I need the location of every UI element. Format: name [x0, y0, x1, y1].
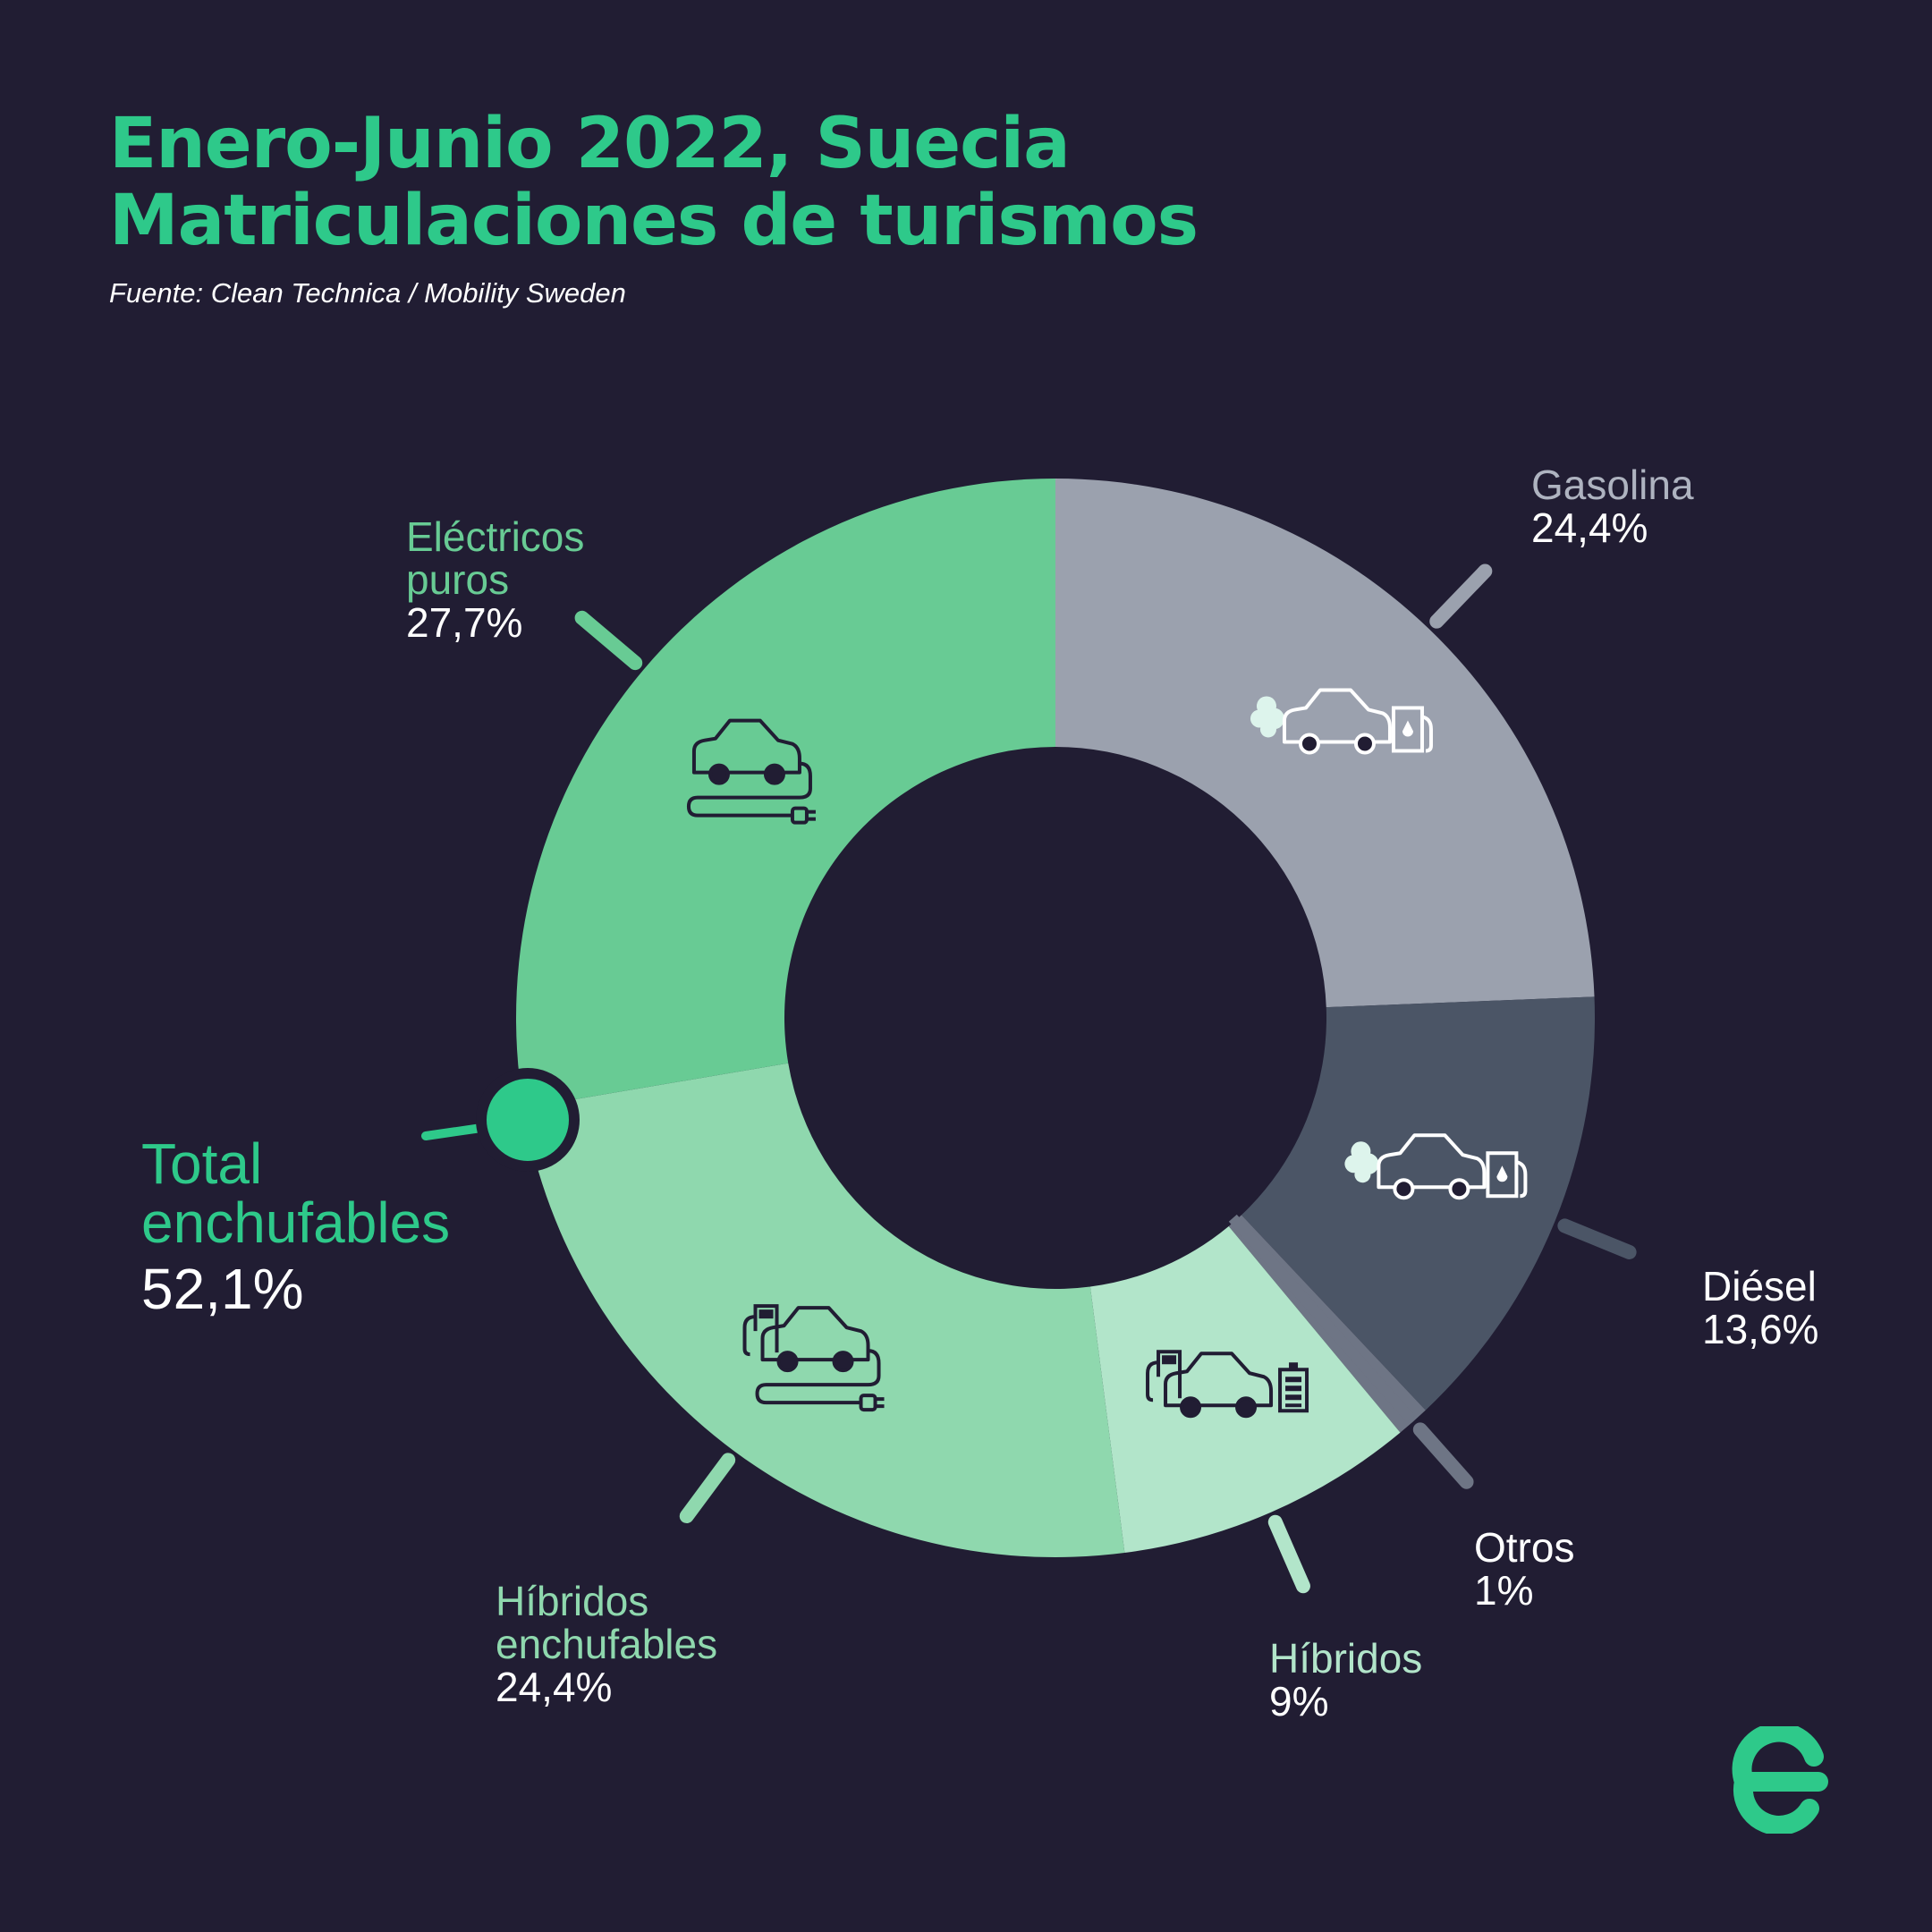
label-hibridos-enchufables: Híbridos enchufables 24,4% — [496, 1580, 717, 1708]
plugin-hybrid-car-icon — [742, 1304, 885, 1412]
leader-diesel — [1557, 1218, 1637, 1259]
label-otros-name: Otros — [1474, 1524, 1575, 1571]
total-label-line1: Total — [141, 1131, 263, 1196]
label-electricos-puros-value: 27,7% — [406, 599, 523, 646]
source-note: Fuente: Clean Technica / Mobility Sweden — [109, 277, 626, 309]
leader-electricos-puros — [574, 610, 643, 671]
slice-icons — [686, 688, 1528, 1419]
donut-slices — [516, 479, 1595, 1558]
chart-title: Enero-Junio 2022, Suecia Matriculaciones… — [109, 104, 1199, 261]
label-gasolina-value: 24,4% — [1531, 504, 1648, 551]
label-electricos-puros-line1: Eléctricos — [406, 513, 585, 560]
label-diesel: Diésel 13,6% — [1702, 1265, 1818, 1351]
slice-otros-band — [1228, 1214, 1415, 1423]
leader-lines — [574, 564, 1637, 1594]
total-value: 52,1% — [141, 1257, 304, 1321]
diesel-car-icon — [1344, 1133, 1528, 1200]
label-hibridos-enchufables-value: 24,4% — [496, 1664, 613, 1710]
total-label-line2: enchufables — [141, 1191, 451, 1255]
total-marker-dot — [476, 1068, 580, 1172]
electric-car-icon — [686, 718, 816, 825]
total-plugin-label: Total enchufables 52,1% — [141, 1134, 450, 1318]
label-hibridos-enchufables-line2: enchufables — [496, 1621, 718, 1667]
leader-hibridos — [1267, 1514, 1310, 1594]
slice-diesel — [1241, 996, 1595, 1411]
e-logo-icon — [1732, 1726, 1828, 1834]
slice-hibridos — [1089, 1225, 1401, 1554]
gasoline-car-icon — [1250, 688, 1433, 755]
leader-hibridos-enchufables — [679, 1453, 736, 1524]
slice-hibridos-enchufables — [523, 1063, 1125, 1558]
label-diesel-name: Diésel — [1702, 1263, 1817, 1309]
label-otros-value: 1% — [1474, 1567, 1534, 1614]
label-hibridos-name: Híbridos — [1269, 1635, 1423, 1682]
slice-electricos-puros — [516, 479, 1055, 1108]
label-gasolina: Gasolina 24,4% — [1531, 463, 1694, 549]
label-otros: Otros 1% — [1474, 1526, 1574, 1612]
leader-gasolina — [1429, 564, 1493, 629]
hybrid-car-icon — [1146, 1350, 1309, 1419]
label-gasolina-name: Gasolina — [1531, 462, 1694, 508]
label-electricos-puros: Eléctricos puros 27,7% — [406, 515, 584, 644]
title-line-2: Matriculaciones de turismos — [109, 181, 1199, 261]
label-hibridos-enchufables-line1: Híbridos — [496, 1578, 649, 1624]
total-marker — [421, 1068, 580, 1172]
label-diesel-value: 13,6% — [1702, 1306, 1819, 1352]
label-hibridos: Híbridos 9% — [1269, 1637, 1422, 1723]
label-electricos-puros-line2: puros — [406, 556, 510, 603]
title-line-1: Enero-Junio 2022, Suecia — [109, 104, 1071, 184]
leader-otros — [1412, 1422, 1474, 1489]
label-hibridos-value: 9% — [1269, 1678, 1329, 1724]
